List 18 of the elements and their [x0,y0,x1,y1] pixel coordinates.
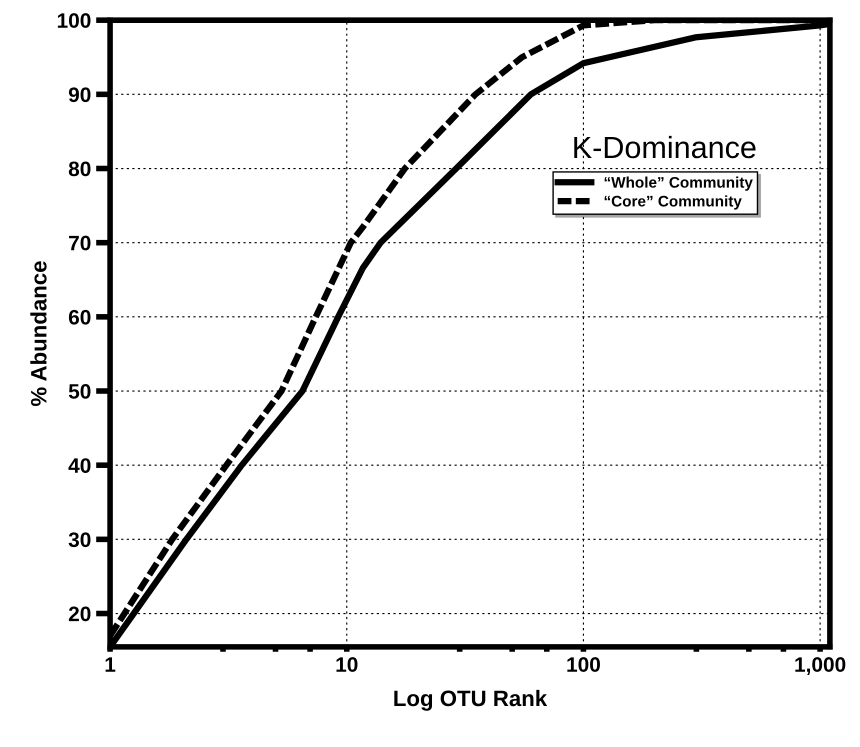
y-tick-label: 60 [68,310,90,325]
x-tick-label: 10 [336,657,358,672]
x-tick-label: 1,000 [795,657,846,675]
y-tick-label: 70 [69,236,90,250]
x-axis-title: Log OTU Rank [394,690,548,711]
y-tick-label: 50 [68,384,90,399]
y-tick-label: 20 [68,606,90,622]
x-tick-label: 100 [567,657,600,672]
legend-label: “Whole” Community [604,176,753,191]
text: K-Dominance [574,136,756,158]
x-tick-label: 1 [106,657,116,672]
y-tick-label: 90 [68,87,90,102]
y-tick-label: 30 [68,532,90,548]
y-tick-label: 100 [58,13,90,28]
y-tick-label: 40 [68,458,90,473]
y-axis-title: % Abundance [30,261,47,406]
y-tick-label: 80 [68,162,90,176]
legend-label: “Core” Community [604,195,742,210]
